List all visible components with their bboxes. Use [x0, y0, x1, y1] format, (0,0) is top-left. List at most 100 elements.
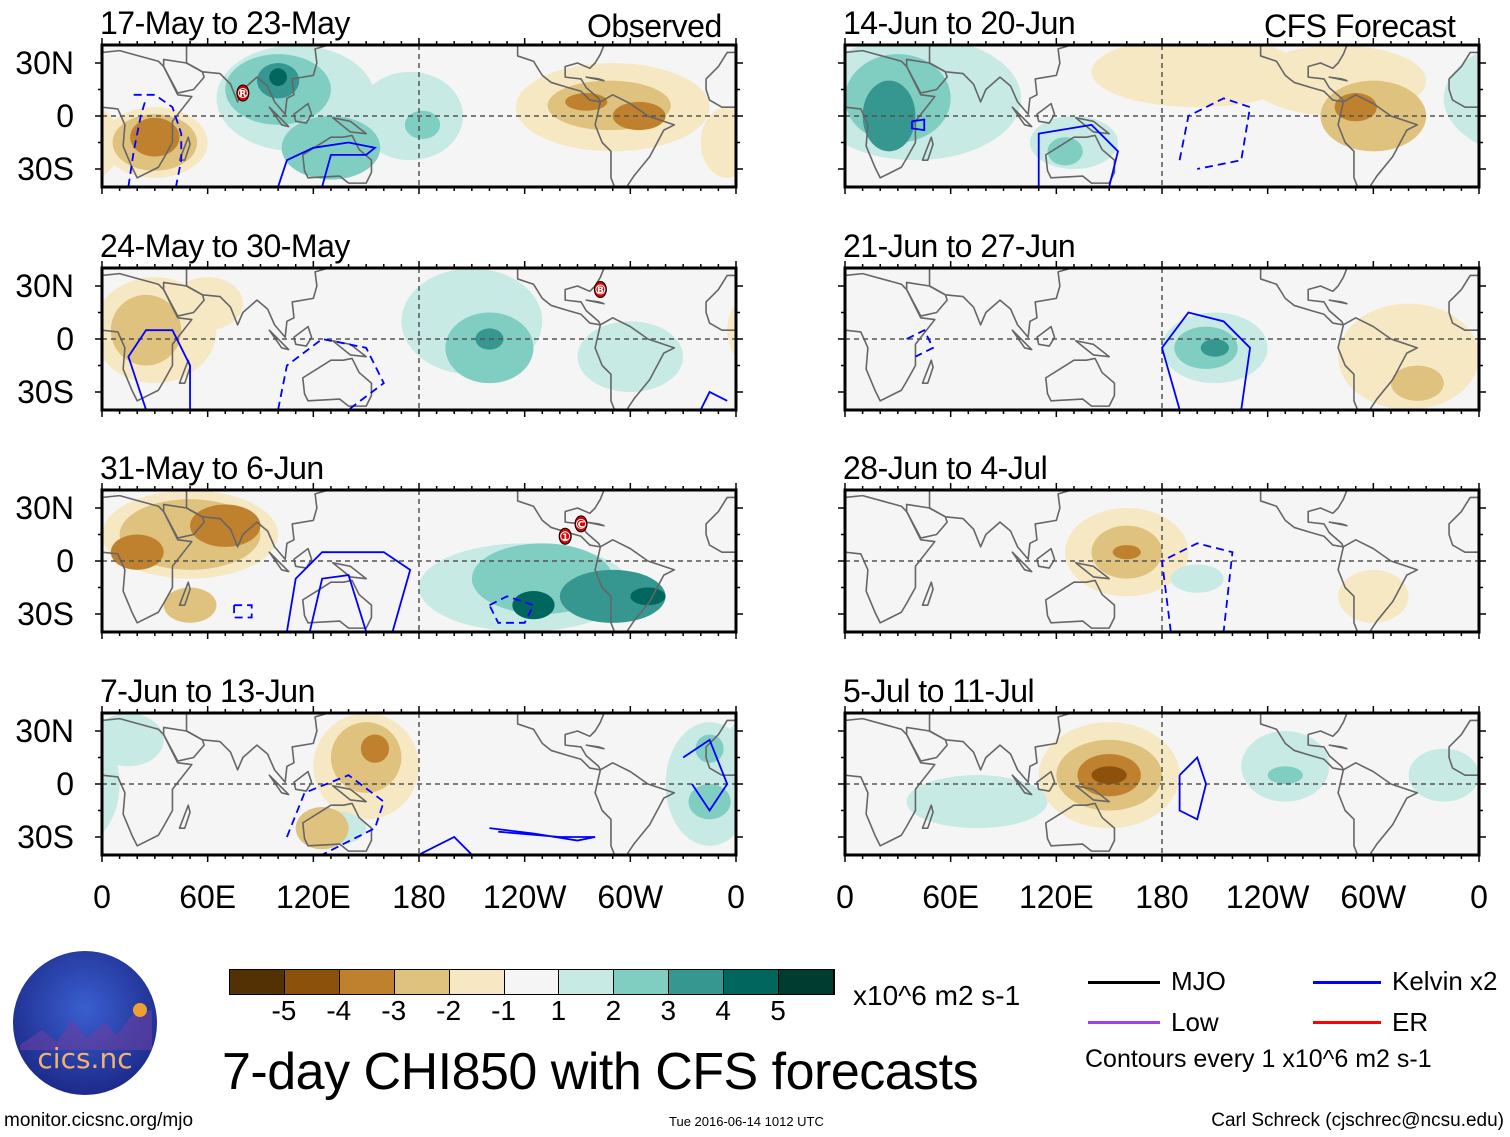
coastline — [178, 804, 191, 829]
storm-label: 1 — [562, 533, 568, 543]
coastline — [293, 102, 313, 124]
kelvin-contour — [488, 595, 535, 624]
lat-tick-label: 30N — [15, 490, 74, 526]
lon-tick-label: 60W — [1340, 879, 1407, 915]
coastline — [1074, 339, 1110, 358]
anomaly-shading — [700, 107, 736, 178]
coastline — [1448, 274, 1479, 331]
lat-tick-label: 0 — [56, 98, 74, 134]
map-area: 1C — [102, 490, 736, 632]
coastline — [331, 561, 367, 580]
colorbar — [229, 969, 835, 995]
coastline — [585, 76, 605, 82]
storm-label: R — [239, 90, 246, 100]
colorbar-swatch — [449, 970, 505, 994]
colorbar-tick-label: -1 — [491, 995, 516, 1026]
colorbar-swatch — [284, 970, 340, 994]
colorbar-tick-label: -5 — [271, 995, 297, 1026]
coastline — [705, 496, 736, 553]
cics-logo[interactable]: cics.nc — [12, 950, 158, 1096]
coastline — [293, 325, 313, 347]
coastline — [921, 581, 934, 606]
anomaly-shading — [512, 591, 555, 620]
colorbar-tick-label: 1 — [550, 995, 567, 1026]
colorbar-swatch — [339, 970, 395, 994]
lon-tick-label: 180 — [392, 879, 446, 915]
coastline — [594, 761, 676, 855]
source-link[interactable]: monitor.cicsnc.org/mjo — [4, 1110, 194, 1131]
lon-tick-label: 0 — [1470, 879, 1488, 915]
map-panel — [838, 38, 1486, 194]
coastline — [1259, 45, 1348, 103]
kelvin-contour — [127, 98, 147, 187]
anomaly-shading — [102, 109, 120, 176]
coastline — [845, 272, 936, 402]
kelvin-contour — [1178, 97, 1252, 170]
kelvin-contour — [127, 329, 191, 410]
storm-marker[interactable]: B — [593, 281, 607, 299]
lat-tick-label: 30S — [17, 151, 74, 187]
kelvin-contour — [286, 774, 385, 855]
coastline — [928, 490, 1072, 561]
kelvin-contour — [1161, 311, 1252, 410]
lon-tick-label: 60E — [922, 879, 980, 915]
coastline — [1036, 102, 1056, 124]
forecast-header: CFS Forecast — [1264, 8, 1456, 44]
kelvin-legend-line — [1313, 981, 1381, 984]
map-area: R — [102, 45, 736, 187]
observed-header: Observed — [587, 8, 722, 44]
kelvin-contour — [682, 738, 729, 813]
kelvin-contour — [418, 835, 473, 855]
lon-tick-label: 0 — [93, 879, 111, 915]
storm-marker[interactable]: R — [236, 84, 250, 102]
lon-tick-label: 0 — [727, 879, 745, 915]
map-panel — [95, 706, 743, 862]
coastline — [928, 45, 1072, 116]
anomaly-shading — [1320, 80, 1427, 152]
coastline — [301, 357, 373, 407]
colorbar-tick-label: -2 — [436, 995, 462, 1026]
coastline — [185, 713, 329, 784]
coastline — [178, 136, 191, 161]
storm-marker[interactable]: 1 — [558, 527, 572, 545]
coastline — [1074, 784, 1110, 803]
anomaly-shading — [630, 587, 666, 606]
colorbar-tick-label: 3 — [660, 995, 677, 1026]
lon-tick-label: 60W — [597, 879, 664, 915]
lon-tick-label: 60E — [179, 879, 237, 915]
kelvin-contour — [911, 118, 926, 132]
mjo-legend-label: MJO — [1171, 966, 1226, 996]
coastline — [178, 581, 191, 606]
map-panel: B — [95, 261, 743, 417]
coastline — [1328, 744, 1348, 750]
kelvin-contour — [277, 338, 385, 410]
kelvin-contour — [277, 141, 378, 187]
er-legend-label: ER — [1392, 1007, 1429, 1037]
storm-marker[interactable]: C — [574, 515, 588, 533]
coastline — [1328, 521, 1348, 527]
anomaly-shading — [130, 117, 180, 157]
anomaly-shading — [1170, 564, 1224, 593]
panel-title: 24-May to 30-May — [100, 228, 350, 264]
coastline — [301, 134, 373, 184]
timestamp: Tue 2016-06-14 1012 UTC — [669, 1114, 824, 1129]
panel-title: 28-Jun to 4-Jul — [843, 450, 1048, 486]
lat-tick-label: 0 — [56, 766, 74, 802]
anomaly-shading — [1091, 45, 1303, 108]
colorbar-swatch — [614, 970, 670, 994]
coastline — [594, 316, 676, 410]
coastline — [1448, 719, 1479, 776]
lat-tick-label: 30S — [17, 819, 74, 855]
coastline — [516, 490, 605, 548]
kelvin-contour — [1178, 755, 1207, 821]
coastline — [1448, 51, 1479, 108]
author-credit: Carl Schreck (cjschrec@ncsu.edu) — [1211, 1110, 1504, 1131]
anomaly-shading — [906, 775, 1048, 829]
storm-label: C — [578, 520, 585, 530]
map-area — [845, 45, 1479, 187]
kelvin-contour — [1161, 542, 1234, 632]
colorbar-swatch — [394, 970, 450, 994]
coastline — [921, 804, 934, 829]
lon-tick-label: 120W — [482, 879, 567, 915]
map-area: B — [102, 268, 736, 410]
